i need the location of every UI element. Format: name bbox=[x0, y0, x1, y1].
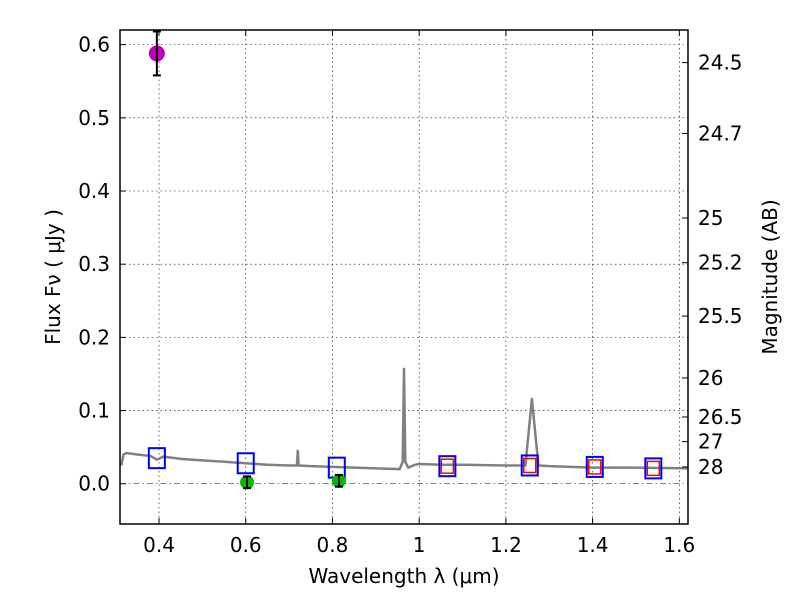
plot-frame bbox=[119, 29, 689, 525]
y-axis-label: Flux Fν ( μJy ) bbox=[41, 209, 65, 345]
x-tick-label: 0.8 bbox=[317, 533, 349, 557]
blue-square-marker bbox=[644, 457, 663, 480]
blue-square-marker bbox=[438, 455, 457, 478]
blue-square-marker bbox=[520, 454, 539, 477]
x-tick-label: 1.2 bbox=[490, 533, 522, 557]
blue-square-marker bbox=[147, 447, 166, 470]
x-tick-label: 1.4 bbox=[577, 533, 609, 557]
y-tick-label: 0.5 bbox=[78, 106, 110, 130]
y-tick-label: 0.6 bbox=[78, 33, 110, 57]
x-tick-label: 0.6 bbox=[230, 533, 262, 557]
mag-tick-label: 24.5 bbox=[698, 51, 743, 75]
red-square-marker bbox=[588, 459, 602, 475]
mag-tick-label: 28 bbox=[698, 455, 723, 479]
blue-square-marker bbox=[585, 455, 604, 478]
plot-marks bbox=[120, 30, 689, 490]
y-tick-label: 0.4 bbox=[78, 179, 110, 203]
y-tick-label: 0.1 bbox=[78, 399, 110, 423]
red-square-marker bbox=[522, 457, 537, 474]
mag-tick-label: 26.5 bbox=[698, 405, 743, 429]
mag-tick-label: 25.5 bbox=[698, 304, 743, 328]
y2-axis-label: Magnitude (AB) bbox=[758, 199, 782, 354]
blue-square-marker bbox=[236, 452, 255, 475]
red-square-marker bbox=[440, 458, 455, 474]
spectrum-line bbox=[120, 367, 689, 471]
mag-tick-label: 27 bbox=[698, 430, 723, 454]
grid bbox=[120, 30, 688, 524]
x-tick-label: 1 bbox=[413, 533, 426, 557]
mag-tick-label: 26 bbox=[698, 366, 723, 390]
x-axis-label: Wavelength λ (μm) bbox=[308, 564, 499, 588]
mag-tick-label: 25 bbox=[698, 206, 723, 230]
y-tick-label: 0.3 bbox=[78, 252, 110, 276]
y-tick-label: 0.2 bbox=[78, 325, 110, 349]
x-tick-label: 0.4 bbox=[143, 533, 175, 557]
mag-tick-label: 25.2 bbox=[698, 251, 743, 275]
ticks: 0.4 0.6 0.8 1 1.2 1.4 1.6 0.0 0.1 0.2 0.3 0.4 0.5 0.6… bbox=[78, 30, 743, 557]
x-tick-label: 1.6 bbox=[663, 533, 695, 557]
mag-tick-label: 24.7 bbox=[698, 121, 743, 145]
y-tick-label: 0.0 bbox=[78, 472, 110, 496]
red-square-marker bbox=[646, 460, 661, 477]
